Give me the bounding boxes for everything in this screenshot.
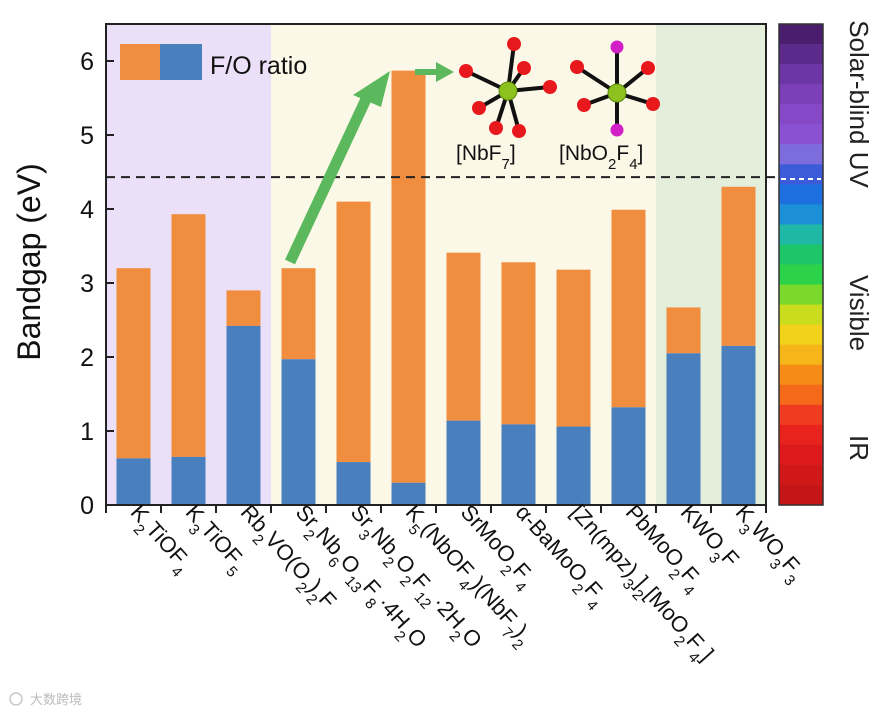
legend-label: F/O ratio bbox=[210, 52, 307, 80]
bar-bandgap-α-BaMoO2F4 bbox=[501, 262, 536, 425]
bar-bandgap-K2TiOF4 bbox=[116, 268, 151, 459]
bars bbox=[116, 70, 756, 505]
spectrum-band-8 bbox=[779, 184, 823, 205]
spectrum-band-14 bbox=[779, 304, 823, 326]
spectrum-frame bbox=[778, 23, 824, 506]
spectrum-band-13 bbox=[779, 284, 823, 306]
bar-fo-ratio-K5(NbOF4)(NbF7)2 bbox=[391, 482, 426, 505]
spectrum-band-15 bbox=[779, 324, 823, 346]
nbf7-label: [NbF7] bbox=[456, 142, 516, 173]
legend-swatch-blue bbox=[160, 44, 202, 80]
bar-bandgap-K3WO3F3 bbox=[721, 186, 756, 346]
y-tick-label-6: 6 bbox=[80, 48, 94, 76]
bar-fo-ratio-K3TiOF5 bbox=[171, 456, 206, 505]
spectrum-color-bar bbox=[779, 24, 823, 506]
spectrum-band-1 bbox=[779, 44, 823, 65]
y-axis: 0 1 2 3 4 5 6 bbox=[80, 48, 114, 520]
bar-fo-ratio-Sr3Nb2O2F12·2H2O bbox=[336, 462, 371, 505]
bar-fo-ratio-K3WO3F3 bbox=[721, 345, 756, 505]
spectrum-band-4 bbox=[779, 104, 823, 125]
spectrum-band-3 bbox=[779, 84, 823, 105]
bar-bandgap-K5(NbOF4)(NbF7)2 bbox=[391, 70, 426, 483]
spectrum-band-9 bbox=[779, 204, 823, 226]
spectrum-band-11 bbox=[779, 244, 823, 266]
y-axis-title: Bandgap (eV) bbox=[11, 163, 47, 360]
y-tick-label-3: 3 bbox=[80, 270, 94, 298]
x-axis-labels: K2TiOF4K3TiOF5Rb2VO(O2)2FSr2Nb6O13F8·4H2… bbox=[126, 500, 810, 666]
watermark: 大数跨境 bbox=[9, 692, 82, 707]
bar-fo-ratio-KWO3F bbox=[666, 353, 701, 505]
bar-bandgap-KWO3F bbox=[666, 307, 701, 354]
x-label-KWO3F: KWO3F bbox=[670, 500, 744, 577]
y-tick-label-5: 5 bbox=[80, 122, 94, 150]
spectrum-band-5 bbox=[779, 124, 823, 145]
spectrum-label-ir: IR bbox=[844, 435, 870, 461]
bar-fo-ratio-SrMoO2F4 bbox=[446, 420, 481, 505]
legend: F/O ratio bbox=[120, 44, 307, 80]
spectrum-band-0 bbox=[779, 24, 823, 45]
nbo2f4-label: [NbO2F4] bbox=[559, 142, 643, 173]
bar-bandgap-Sr2Nb6O13F8·4H2O bbox=[281, 268, 316, 360]
spectrum-band-10 bbox=[779, 224, 823, 246]
bar-bandgap-SrMoO2F4 bbox=[446, 252, 481, 421]
spectrum-band-16 bbox=[779, 344, 823, 366]
spectrum-band-6 bbox=[779, 144, 823, 165]
legend-swatch-orange bbox=[120, 44, 162, 80]
bar-bandgap-K3TiOF5 bbox=[171, 214, 206, 457]
bar-fo-ratio-PbMoO2F4 bbox=[611, 407, 646, 505]
y-tick-label-1: 1 bbox=[80, 418, 94, 446]
spectrum-band-12 bbox=[779, 264, 823, 286]
spectrum-band-20 bbox=[779, 424, 823, 446]
x-axis-ticks bbox=[105, 505, 767, 513]
spectrum-band-22 bbox=[779, 464, 823, 486]
spectrum-band-18 bbox=[779, 384, 823, 406]
bar-fo-ratio-Rb2VO(O2)2F bbox=[226, 325, 261, 505]
spectrum-band-21 bbox=[779, 444, 823, 466]
bar-bandgap-[Zn(mpz)3]2[MoO2F4] bbox=[556, 269, 591, 427]
y-tick-label-2: 2 bbox=[80, 344, 94, 372]
trend-arrow bbox=[285, 62, 454, 265]
spectrum-band-2 bbox=[779, 64, 823, 85]
spectrum-label-uv: Solar-blind UV bbox=[844, 20, 870, 188]
bar-fo-ratio-[Zn(mpz)3]2[MoO2F4] bbox=[556, 426, 591, 505]
bar-fo-ratio-Sr2Nb6O13F8·4H2O bbox=[281, 359, 316, 505]
x-label-K3WO3F3: K3WO3F3 bbox=[725, 500, 810, 589]
bar-bandgap-Sr3Nb2O2F12·2H2O bbox=[336, 201, 371, 463]
bar-fo-ratio-K2TiOF4 bbox=[116, 458, 151, 505]
y-tick-label-4: 4 bbox=[80, 196, 94, 224]
bar-bandgap-Rb2VO(O2)2F bbox=[226, 290, 261, 326]
y-tick-label-0: 0 bbox=[80, 492, 94, 520]
spectrum-label-visible: Visible bbox=[844, 275, 870, 351]
x-label-Rb2VO(O2)2F: Rb2VO(O2)2F bbox=[230, 500, 341, 618]
spectrum-band-23 bbox=[779, 484, 823, 506]
svg-text:大数跨境: 大数跨境 bbox=[30, 692, 82, 707]
spectrum-band-19 bbox=[779, 404, 823, 426]
nbo2f4-molecule-icon bbox=[570, 40, 660, 137]
spectrum-band-7 bbox=[779, 164, 823, 185]
bar-fo-ratio-α-BaMoO2F4 bbox=[501, 424, 536, 505]
nbf7-molecule-icon bbox=[459, 37, 557, 138]
bar-bandgap-PbMoO2F4 bbox=[611, 209, 646, 408]
spectrum-band-17 bbox=[779, 364, 823, 386]
